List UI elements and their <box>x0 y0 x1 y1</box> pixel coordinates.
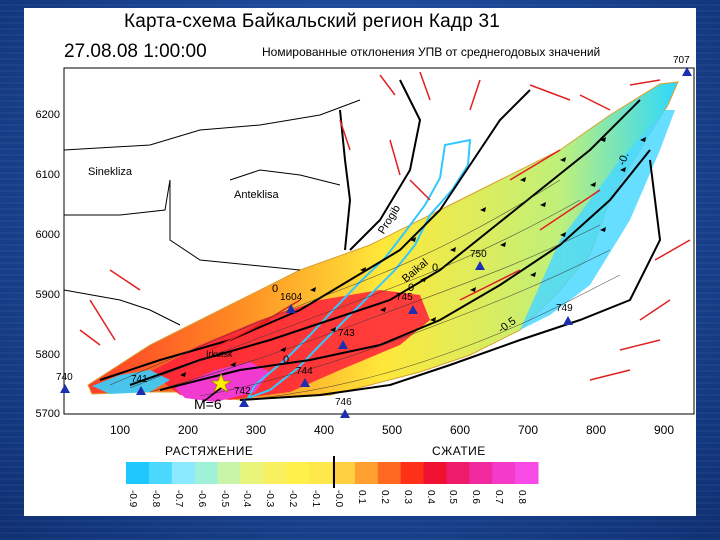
colorbar-cell <box>148 462 173 484</box>
colorbar-cell <box>240 462 264 484</box>
station-label: 742 <box>234 386 251 397</box>
extension-west <box>92 370 170 394</box>
colorbar-cell <box>377 462 402 484</box>
scale-right-caption: СЖАТИЕ <box>432 444 486 458</box>
y-tick-label: 5800 <box>35 349 60 361</box>
colorbar-tick-label: -0.1 <box>310 490 322 508</box>
colorbar-tick-label: 0.5 <box>447 490 459 504</box>
y-tick-label: 6200 <box>35 109 60 121</box>
region-boundaries <box>63 99 361 326</box>
colorbar-tick-label: -0.8 <box>149 490 161 508</box>
colorbar-tick-label: 0.4 <box>424 490 436 504</box>
contour-label: 0 <box>272 283 279 295</box>
x-tick-label: 200 <box>177 423 199 437</box>
scale-left-caption: РАСТЯЖЕНИЕ <box>165 444 254 458</box>
contour-lines <box>109 179 621 399</box>
station-label: 749 <box>556 303 573 314</box>
vector-field <box>180 137 646 377</box>
colorbar-cell <box>400 462 425 484</box>
x-tick-label: 900 <box>653 423 675 437</box>
y-tick-label: 6100 <box>35 169 60 181</box>
station-label: 745 <box>396 292 413 303</box>
station-marker <box>682 67 692 76</box>
colorbar-cell <box>354 462 379 484</box>
plot-frame <box>63 67 695 415</box>
station-label: 746 <box>335 397 352 408</box>
magnitude-label: M=6 <box>194 396 222 412</box>
colorbar-cell <box>515 462 539 484</box>
colorbar-cell <box>469 462 493 484</box>
station-label: 740 <box>56 372 73 383</box>
station-marker <box>475 261 485 270</box>
x-tick-label: 300 <box>245 423 267 437</box>
colorbar-tick-label: -0.5 <box>218 490 230 508</box>
colorbar-cell <box>446 462 470 484</box>
x-tick-label: 400 <box>313 423 335 437</box>
fault-lines <box>99 79 662 401</box>
colorbar-tick-label: -0.6 <box>195 490 207 508</box>
region-label-sinekliza: Sinekliza <box>88 166 133 178</box>
contour-label: 0 <box>283 354 290 366</box>
colorbar-tick-label: -0.0 <box>333 490 344 508</box>
colorbar-tick-label: -0.2 <box>287 490 299 508</box>
map-subtitle: Номированные отклонения УПВ от среднегод… <box>262 45 601 59</box>
station-marker <box>136 386 146 395</box>
station-label: 1604 <box>280 292 303 303</box>
frame-datetime: 27.08.08 1:00:00 <box>64 41 207 62</box>
extension-zone <box>520 110 675 330</box>
colorbar-cell <box>423 462 447 484</box>
station-marker <box>338 340 348 349</box>
station-marker <box>300 378 310 387</box>
station-label: 741 <box>131 374 148 385</box>
station-marker <box>239 398 249 407</box>
y-tick-label: 5700 <box>35 408 60 420</box>
y-tick-label: 6000 <box>35 229 60 241</box>
x-tick-label: 700 <box>517 423 539 437</box>
region-label-irkutsk: Irkutsk <box>206 349 233 359</box>
map-title: Карта-схема Байкальский регион Кадр 31 <box>124 11 500 32</box>
x-tick-label: 600 <box>449 423 471 437</box>
station-label: 744 <box>296 366 313 377</box>
colorbar-cell <box>217 462 241 484</box>
colorbar-tick-label: 0.2 <box>378 490 390 504</box>
colorbar-tick-label: -0.4 <box>241 490 253 508</box>
colorbar-cell <box>492 462 516 484</box>
colorbar-tick-label: 0.7 <box>493 490 505 504</box>
station-label: 743 <box>338 328 355 339</box>
colorbar-cell <box>126 462 150 484</box>
colorbar-tick-label: -0.9 <box>127 490 138 508</box>
x-tick-label: 800 <box>585 423 607 437</box>
colorbar-cell <box>286 462 310 484</box>
station-marker <box>563 316 573 325</box>
colorbar-cell <box>194 462 219 484</box>
y-tick-label: 5900 <box>35 289 60 301</box>
station-marker <box>408 305 418 314</box>
x-tick-label: 500 <box>381 423 403 437</box>
colorbar-cell <box>171 462 196 484</box>
colorbar-tick-label: -0.3 <box>264 490 276 508</box>
colorbar-cell <box>332 462 356 484</box>
station-label: 707 <box>673 55 690 66</box>
station-label: 750 <box>470 249 487 260</box>
epicenter-pointer <box>202 387 222 403</box>
station-marker <box>60 384 70 393</box>
contour-label: 0 <box>432 262 439 274</box>
lake-baikal <box>245 138 472 400</box>
contour-label: 0 <box>408 282 415 294</box>
colorbar-cell <box>309 462 333 484</box>
colorbar-cell <box>263 462 287 484</box>
colorbar-tick-label: 0.8 <box>516 490 528 504</box>
colorbar-tick-label: 0.1 <box>355 490 367 504</box>
station-marker <box>340 409 350 418</box>
x-tick-label: 100 <box>109 423 131 437</box>
colorbar-tick-label: 0.3 <box>401 490 413 504</box>
station-marker <box>286 304 296 313</box>
colorbar-tick-label: -0.7 <box>172 490 184 508</box>
region-label-anteklisa: Anteklisa <box>234 189 279 201</box>
colorbar-tick-label: 0.6 <box>470 490 482 504</box>
